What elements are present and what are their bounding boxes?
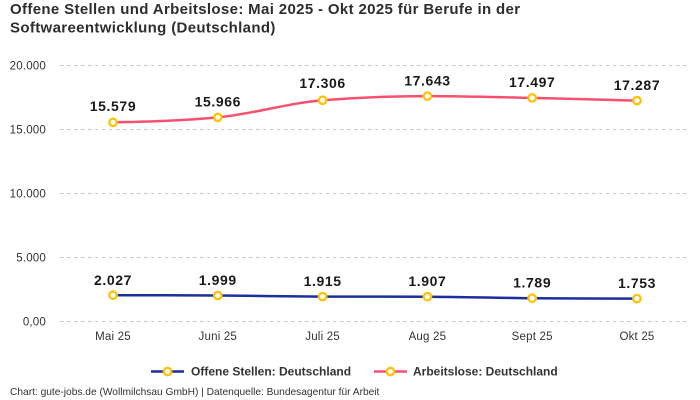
svg-text:Okt 25: Okt 25 <box>619 331 654 343</box>
svg-text:2.027: 2.027 <box>94 272 132 288</box>
svg-text:1.753: 1.753 <box>618 275 656 291</box>
svg-text:Sept 25: Sept 25 <box>512 331 553 343</box>
svg-text:17.287: 17.287 <box>614 77 660 93</box>
svg-text:1.915: 1.915 <box>304 273 342 289</box>
svg-text:15.966: 15.966 <box>195 94 241 110</box>
svg-text:1.789: 1.789 <box>513 275 551 291</box>
svg-text:Aug 25: Aug 25 <box>409 331 447 343</box>
svg-text:Juli 25: Juli 25 <box>305 331 340 343</box>
svg-text:5.000: 5.000 <box>16 253 46 265</box>
svg-text:15.000: 15.000 <box>10 125 46 137</box>
svg-text:Juni 25: Juni 25 <box>199 331 237 343</box>
svg-text:Softwareentwicklung (Deutschla: Softwareentwicklung (Deutschland) <box>10 19 276 36</box>
svg-text:15.579: 15.579 <box>90 98 136 114</box>
svg-text:Mai 25: Mai 25 <box>95 331 131 343</box>
svg-text:20.000: 20.000 <box>10 61 46 73</box>
svg-text:Offene Stellen: Deutschland: Offene Stellen: Deutschland <box>191 365 351 379</box>
svg-text:17.306: 17.306 <box>299 75 345 91</box>
svg-text:Chart: gute-jobs.de (Wollmilch: Chart: gute-jobs.de (Wollmilchsau GmbH) … <box>10 387 380 398</box>
svg-text:10.000: 10.000 <box>10 189 46 201</box>
svg-text:Offene Stellen und Arbeitslose: Offene Stellen und Arbeitslose: Mai 2025… <box>10 1 520 18</box>
svg-text:Arbeitslose: Deutschland: Arbeitslose: Deutschland <box>413 365 558 379</box>
svg-text:17.497: 17.497 <box>509 74 555 90</box>
svg-text:1.999: 1.999 <box>199 272 237 288</box>
svg-text:1.907: 1.907 <box>408 273 446 289</box>
svg-text:17.643: 17.643 <box>404 73 450 89</box>
svg-text:0,00: 0,00 <box>23 317 46 329</box>
